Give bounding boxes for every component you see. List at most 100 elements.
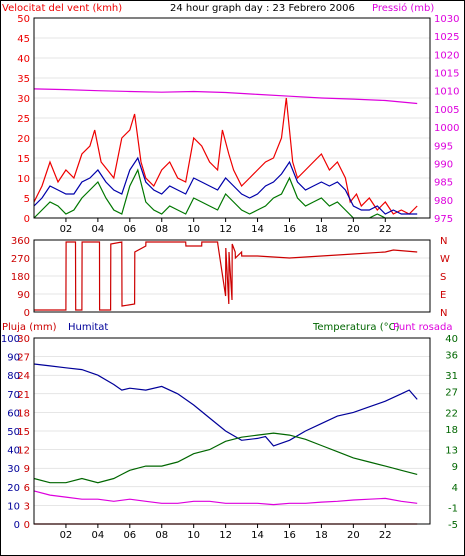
series-pressure-line bbox=[33, 88, 418, 105]
climate-x-tick-label: 16 bbox=[283, 530, 296, 541]
compass-tick-label: N bbox=[440, 236, 447, 247]
pressure-tick-label: 990 bbox=[434, 159, 453, 170]
humidity-tick-label: 50 bbox=[7, 427, 20, 438]
pressure-axis-title: Pressió (mb) bbox=[372, 2, 434, 14]
pressure-tick-label: 985 bbox=[434, 178, 453, 189]
wind-tick-label: 10 bbox=[17, 174, 30, 185]
direction-tick-label: 0 bbox=[24, 308, 30, 319]
rain-tick-label: 21 bbox=[17, 390, 30, 401]
climate-x-tick-label: 22 bbox=[379, 530, 392, 541]
wind-x-tick-label: 10 bbox=[187, 224, 200, 235]
climate-plot-border bbox=[33, 337, 431, 525]
climate-x-tick-label: 04 bbox=[92, 530, 105, 541]
direction-tick-label: 270 bbox=[11, 254, 30, 265]
compass-tick-label: W bbox=[440, 254, 450, 265]
series-humidity-line bbox=[33, 363, 418, 447]
climate-x-tick-label: 10 bbox=[187, 530, 200, 541]
wind-x-tick-label: 04 bbox=[92, 224, 105, 235]
wind-x-tick-label: 06 bbox=[123, 224, 136, 235]
climate-x-tick-label: 08 bbox=[155, 530, 168, 541]
humidity-tick-label: 100 bbox=[1, 334, 20, 345]
direction-tick-label: 90 bbox=[17, 290, 30, 301]
rain-tick-label: 12 bbox=[17, 446, 30, 457]
wind-x-tick-label: 16 bbox=[283, 224, 296, 235]
wind-tick-label: 15 bbox=[17, 154, 30, 165]
humidity-axis-title: Humitat bbox=[68, 322, 108, 333]
rain-tick-label: 9 bbox=[24, 464, 30, 475]
temperature-axis-title: Temperatura (°C) bbox=[312, 322, 400, 333]
humidity-tick-label: 20 bbox=[7, 483, 20, 494]
series-dewpoint-line bbox=[33, 490, 418, 506]
wind-tick-label: 45 bbox=[17, 34, 30, 45]
humidity-tick-label: 60 bbox=[7, 408, 20, 419]
wind-tick-label: 35 bbox=[17, 74, 30, 85]
temperature-tick-label: 40 bbox=[445, 334, 458, 345]
wind-x-tick-label: 14 bbox=[251, 224, 264, 235]
rain-tick-label: 24 bbox=[17, 371, 30, 382]
climate-x-tick-label: 06 bbox=[123, 530, 136, 541]
humidity-tick-label: 30 bbox=[7, 464, 20, 475]
climate-x-tick-label: 12 bbox=[219, 530, 232, 541]
series-average-line bbox=[33, 156, 418, 215]
wind-x-tick-label: 20 bbox=[347, 224, 360, 235]
wind-x-tick-label: 12 bbox=[219, 224, 232, 235]
chart-title: 24 hour graph day : 23 Febrero 2006 bbox=[170, 3, 355, 14]
rain-tick-label: 3 bbox=[24, 501, 30, 512]
wind-tick-label: 50 bbox=[17, 14, 30, 25]
series-direction-line bbox=[34, 241, 418, 311]
pressure-tick-label: 975 bbox=[434, 214, 453, 225]
climate-x-tick-label: 02 bbox=[60, 530, 73, 541]
rain-tick-label: 30 bbox=[17, 334, 30, 345]
humidity-tick-label: 90 bbox=[7, 353, 20, 364]
temperature-tick-label: -1 bbox=[448, 503, 458, 514]
humidity-tick-label: 10 bbox=[7, 501, 20, 512]
pressure-tick-label: 980 bbox=[434, 196, 453, 207]
temperature-tick-label: 18 bbox=[445, 425, 458, 436]
compass-tick-label: S bbox=[440, 272, 446, 283]
climate-x-tick-label: 14 bbox=[251, 530, 264, 541]
pressure-tick-label: 1025 bbox=[434, 32, 459, 43]
wind-tick-label: 30 bbox=[17, 94, 30, 105]
wind-axis-title: Velocitat del vent (kmh) bbox=[2, 3, 122, 14]
wind-tick-label: 20 bbox=[17, 134, 30, 145]
rain-tick-label: 0 bbox=[24, 520, 30, 531]
temperature-tick-label: 36 bbox=[445, 351, 458, 362]
wind-tick-label: 40 bbox=[17, 54, 30, 65]
compass-tick-label: N bbox=[440, 308, 447, 319]
pressure-tick-label: 1000 bbox=[434, 123, 459, 134]
rain-tick-label: 6 bbox=[24, 483, 30, 494]
pressure-tick-label: 1005 bbox=[434, 105, 459, 116]
rain-tick-label: 15 bbox=[17, 427, 30, 438]
climate-x-tick-label: 20 bbox=[347, 530, 360, 541]
wind-tick-label: 5 bbox=[24, 194, 30, 205]
pressure-tick-label: 1015 bbox=[434, 69, 459, 80]
humidity-tick-label: 80 bbox=[7, 371, 20, 382]
humidity-tick-label: 0 bbox=[14, 520, 20, 531]
rain-axis-title: Pluja (mm) bbox=[2, 322, 57, 333]
series-temperature-line bbox=[33, 432, 418, 484]
direction-plot-border bbox=[33, 239, 431, 313]
temperature-tick-label: 22 bbox=[445, 408, 458, 419]
pressure-tick-label: 995 bbox=[434, 141, 453, 152]
compass-tick-label: E bbox=[440, 290, 446, 301]
wind-x-tick-label: 08 bbox=[155, 224, 168, 235]
humidity-tick-label: 70 bbox=[7, 390, 20, 401]
temperature-tick-label: -5 bbox=[448, 520, 458, 531]
wind-x-tick-label: 02 bbox=[60, 224, 73, 235]
direction-tick-label: 360 bbox=[11, 236, 30, 247]
humidity-tick-label: 40 bbox=[7, 446, 20, 457]
rain-tick-label: 27 bbox=[17, 353, 30, 364]
pressure-tick-label: 1030 bbox=[434, 14, 459, 25]
temperature-tick-label: 9 bbox=[452, 462, 458, 473]
temperature-tick-label: 31 bbox=[445, 371, 458, 382]
wind-tick-label: 25 bbox=[17, 114, 30, 125]
temperature-tick-label: 13 bbox=[445, 446, 458, 457]
pressure-tick-label: 1010 bbox=[434, 87, 459, 98]
direction-tick-label: 180 bbox=[11, 272, 30, 283]
wind-plot-border bbox=[33, 17, 431, 219]
wind-x-tick-label: 18 bbox=[315, 224, 328, 235]
rain-tick-label: 18 bbox=[17, 408, 30, 419]
pressure-tick-label: 1020 bbox=[434, 50, 459, 61]
wind-x-tick-label: 22 bbox=[379, 224, 392, 235]
